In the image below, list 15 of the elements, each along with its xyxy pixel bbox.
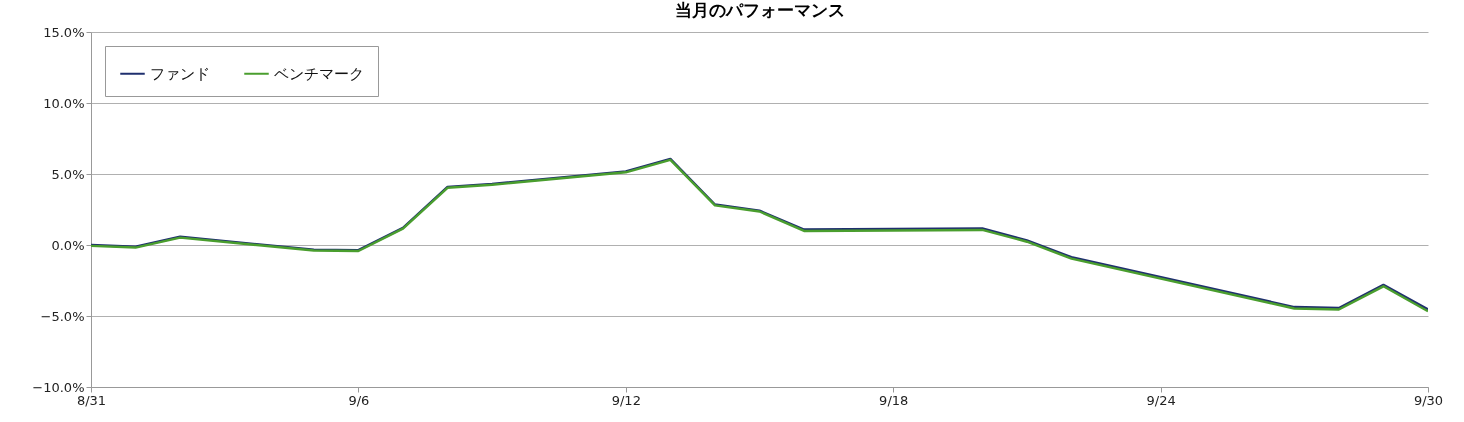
y-tick-label: −5.0% [40,308,85,324]
x-tick-label: 9/30 [1413,392,1444,408]
y-tick-label: 5.0% [51,166,85,182]
x-tick-label: 9/6 [348,392,370,408]
chart-title: 当月のパフォーマンス [674,0,845,20]
y-tick-label: 0.0% [51,237,85,253]
legend-label: ベンチマーク [274,64,364,83]
x-tick-label: 8/31 [76,392,107,408]
y-tick-label: 10.0% [43,95,85,111]
x-tick-label: 9/18 [879,392,909,408]
y-tick-label: −10.0% [32,379,85,395]
legend-label: ファンド [150,64,210,83]
x-tick-label: 9/24 [1146,392,1176,408]
x-tick-label: 9/12 [611,392,641,408]
y-tick-label: 15.0% [43,24,85,40]
